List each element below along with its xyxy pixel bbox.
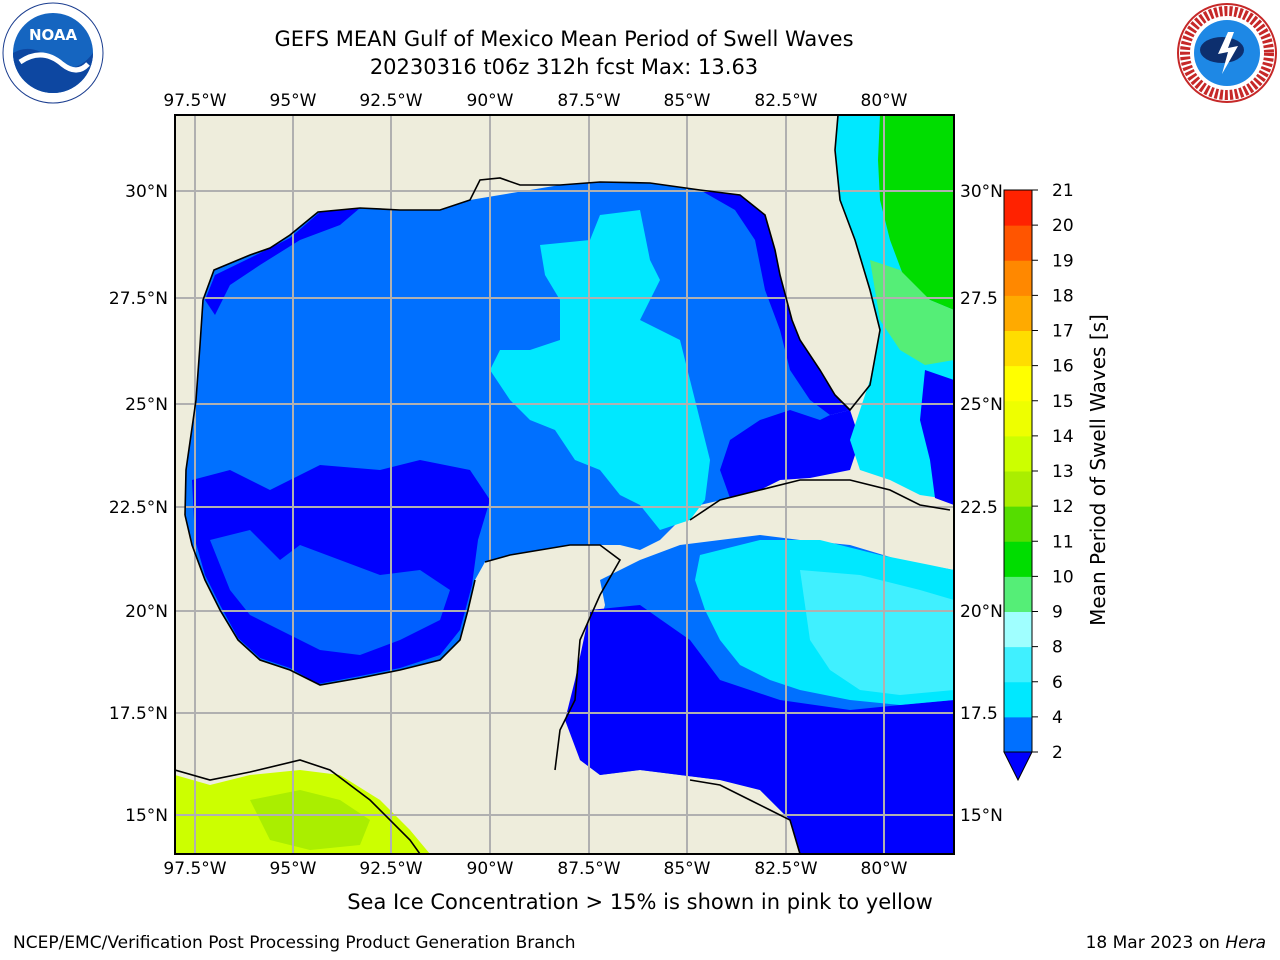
colorbar-swatch bbox=[1004, 506, 1032, 542]
colorbar-label: Mean Period of Swell Waves [s] bbox=[1086, 314, 1110, 626]
map-frame bbox=[174, 114, 955, 855]
lat-tick-label: 30°N bbox=[960, 182, 1003, 202]
lon-tick-label: 82.5°W bbox=[754, 859, 817, 879]
lat-tick-label: 27.5 bbox=[960, 289, 998, 309]
sea-ice-note: Sea Ice Concentration > 15% is shown in … bbox=[347, 890, 933, 914]
footer-date-text: 18 Mar 2023 on bbox=[1085, 933, 1226, 953]
colorbar-tick-label: 4 bbox=[1052, 708, 1063, 728]
lat-ticks-right: 30°N 27.5 25°N 22.5 20°N 17.5 15°N bbox=[960, 182, 1003, 826]
colorbar-swatch bbox=[1004, 716, 1032, 753]
colorbar-swatch bbox=[1004, 330, 1032, 367]
colorbar-tick-label: 15 bbox=[1052, 392, 1074, 412]
lon-tick-label: 87.5°W bbox=[557, 91, 620, 111]
lat-ticks-left: 30°N 27.5°N 25°N 22.5°N 20°N 17.5°N 15°N bbox=[109, 182, 168, 826]
colorbar-swatch bbox=[1004, 681, 1032, 718]
lat-tick-label: 27.5°N bbox=[109, 289, 168, 309]
lon-tick-label: 82.5°W bbox=[754, 91, 817, 111]
lat-tick-label: 15°N bbox=[125, 806, 168, 826]
colorbar-tick-label: 13 bbox=[1052, 462, 1074, 482]
footer-host: Hera bbox=[1225, 933, 1266, 953]
colorbar-swatch bbox=[1004, 365, 1032, 402]
colorbar-tick-label: 6 bbox=[1052, 673, 1063, 693]
pacific-green-patch bbox=[250, 790, 370, 850]
lat-tick-label: 25°N bbox=[125, 395, 168, 415]
colorbar-swatch bbox=[1004, 400, 1032, 437]
gulf-deep-southeast bbox=[720, 410, 860, 498]
nws-logo-icon bbox=[1177, 3, 1277, 103]
lon-tick-label: 97.5°W bbox=[163, 859, 226, 879]
atlantic-light-green bbox=[870, 260, 954, 365]
colorbar-tick-label: 21 bbox=[1052, 181, 1074, 201]
colorbar-tick-label: 2 bbox=[1052, 743, 1063, 763]
footer-credit: NCEP/EMC/Verification Post Processing Pr… bbox=[13, 933, 576, 953]
colorbar-tick-label: 9 bbox=[1052, 603, 1063, 623]
lon-tick-label: 80°W bbox=[861, 91, 908, 111]
lon-ticks-top: 97.5°W 95°W 92.5°W 90°W 87.5°W 85°W 82.5… bbox=[163, 91, 907, 111]
colorbar-tick-label: 19 bbox=[1052, 251, 1074, 271]
atlantic-green bbox=[878, 115, 954, 310]
colorbar-swatch bbox=[1004, 611, 1032, 648]
colorbar-swatch bbox=[1004, 435, 1032, 472]
colorbar-tick-label: 18 bbox=[1052, 286, 1074, 306]
colorbar-swatch bbox=[1004, 541, 1032, 577]
lon-tick-label: 97.5°W bbox=[163, 91, 226, 111]
colorbar: 2 4 6 8 9 10 11 12 13 14 15 16 17 18 19 20 21 bbox=[1003, 181, 1074, 782]
lon-tick-label: 92.5°W bbox=[359, 91, 422, 111]
lon-tick-label: 90°W bbox=[467, 859, 514, 879]
colorbar-swatch bbox=[1004, 646, 1032, 683]
colorbar-tick-label: 10 bbox=[1052, 567, 1074, 587]
lon-tick-label: 92.5°W bbox=[359, 859, 422, 879]
lat-tick-label: 20°N bbox=[125, 602, 168, 622]
colorbar-swatch bbox=[1004, 576, 1032, 612]
footer-date: 18 Mar 2023 on Hera bbox=[1086, 933, 1266, 953]
lat-tick-label: 20°N bbox=[960, 602, 1003, 622]
colorbar-swatch bbox=[1004, 225, 1032, 261]
colorbar-swatch bbox=[1004, 260, 1032, 296]
coastline bbox=[175, 115, 951, 854]
colorbar-swatch bbox=[1004, 295, 1032, 331]
gulf-deep-north bbox=[205, 208, 360, 315]
colorbar-tick-label: 17 bbox=[1052, 322, 1074, 342]
colorbar-tick-label: 20 bbox=[1052, 216, 1074, 236]
caribbean-deep bbox=[565, 605, 954, 854]
colorbar-tick-label: 12 bbox=[1052, 497, 1074, 517]
lon-tick-label: 95°W bbox=[270, 91, 317, 111]
graticule bbox=[175, 115, 954, 854]
svg-text:NOAA: NOAA bbox=[29, 26, 78, 44]
lat-tick-label: 25°N bbox=[960, 395, 1003, 415]
colorbar-tick-label: 8 bbox=[1052, 638, 1063, 658]
map-plot-area bbox=[175, 115, 954, 854]
lon-tick-label: 90°W bbox=[467, 91, 514, 111]
lon-tick-label: 95°W bbox=[270, 859, 317, 879]
lon-tick-label: 80°W bbox=[861, 859, 908, 879]
colorbar-swatch bbox=[1004, 190, 1032, 226]
colorbar-tick-label: 14 bbox=[1052, 427, 1074, 447]
lat-tick-label: 30°N bbox=[125, 182, 168, 202]
colorbar-tick-label: 11 bbox=[1052, 532, 1074, 552]
lon-tick-label: 85°W bbox=[664, 91, 711, 111]
lat-tick-label: 15°N bbox=[960, 806, 1003, 826]
colorbar-under-extension bbox=[1003, 751, 1033, 782]
lat-tick-label: 17.5°N bbox=[109, 704, 168, 724]
colorbar-tick-label: 16 bbox=[1052, 357, 1074, 377]
colorbar-swatch bbox=[1004, 471, 1032, 507]
lat-tick-label: 17.5 bbox=[960, 704, 998, 724]
lon-ticks-bottom: 97.5°W 95°W 92.5°W 90°W 87.5°W 85°W 82.5… bbox=[163, 859, 907, 879]
caribbean-light bbox=[800, 570, 954, 695]
chart-subtitle: 20230316 t06z 312h fcst Max: 13.63 bbox=[369, 55, 759, 79]
lat-tick-label: 22.5 bbox=[960, 498, 998, 518]
lon-tick-label: 87.5°W bbox=[557, 859, 620, 879]
chart-title: GEFS MEAN Gulf of Mexico Mean Period of … bbox=[274, 27, 854, 51]
gulf-cyan-tongue bbox=[490, 210, 710, 530]
lat-tick-label: 22.5°N bbox=[109, 498, 168, 518]
lon-tick-label: 85°W bbox=[664, 859, 711, 879]
noaa-logo-icon: NOAA bbox=[2, 2, 104, 104]
